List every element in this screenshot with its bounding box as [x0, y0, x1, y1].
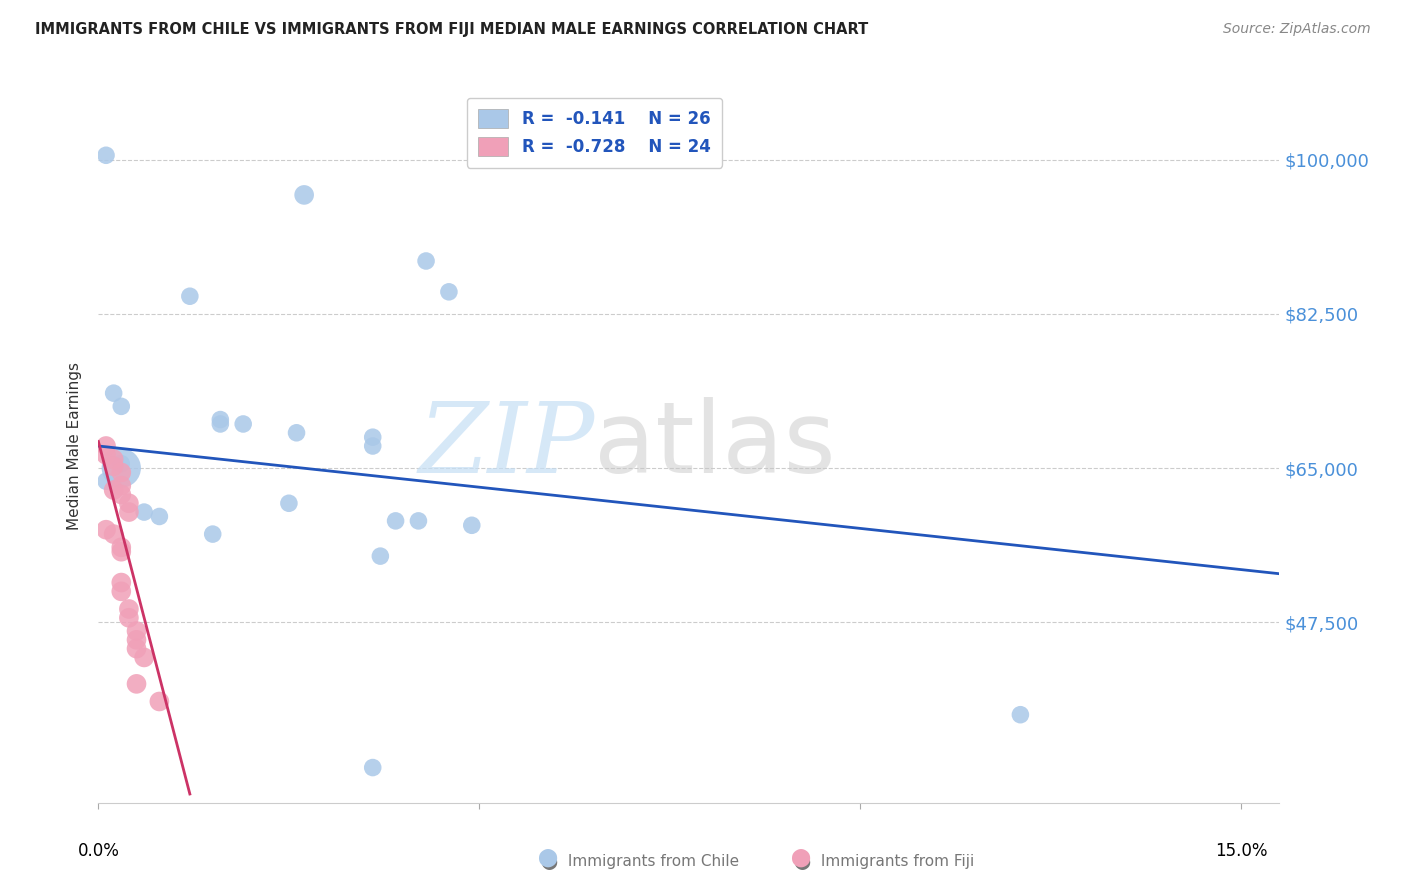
- Point: [292, 188, 315, 202]
- Point: [94, 148, 117, 162]
- Point: [125, 641, 148, 656]
- Point: [118, 602, 141, 616]
- Point: [103, 527, 125, 541]
- Point: [285, 425, 308, 440]
- Point: [277, 496, 299, 510]
- Point: [110, 466, 132, 480]
- Point: [361, 430, 384, 444]
- Point: [201, 527, 224, 541]
- Text: IMMIGRANTS FROM CHILE VS IMMIGRANTS FROM FIJI MEDIAN MALE EARNINGS CORRELATION C: IMMIGRANTS FROM CHILE VS IMMIGRANTS FROM…: [35, 22, 869, 37]
- Text: ⬤  Immigrants from Chile: ⬤ Immigrants from Chile: [541, 854, 740, 870]
- Point: [437, 285, 460, 299]
- Point: [415, 254, 437, 268]
- Point: [110, 487, 132, 501]
- Point: [408, 514, 430, 528]
- Point: [1010, 707, 1032, 722]
- Point: [118, 496, 141, 510]
- Text: ⬤  Immigrants from Fiji: ⬤ Immigrants from Fiji: [794, 854, 974, 870]
- Point: [94, 439, 117, 453]
- Text: ⬤: ⬤: [790, 848, 810, 867]
- Point: [125, 632, 148, 647]
- Point: [370, 549, 392, 563]
- Point: [94, 475, 117, 489]
- Point: [110, 457, 132, 471]
- Point: [209, 417, 232, 431]
- Point: [361, 760, 384, 774]
- Point: [103, 452, 125, 467]
- Point: [110, 478, 132, 492]
- Point: [110, 545, 132, 559]
- Text: atlas: atlas: [595, 398, 837, 494]
- Point: [103, 386, 125, 401]
- Text: ⬤: ⬤: [537, 848, 557, 867]
- Point: [461, 518, 484, 533]
- Point: [103, 483, 125, 497]
- Point: [125, 624, 148, 638]
- Point: [110, 400, 132, 414]
- Point: [118, 611, 141, 625]
- Point: [148, 694, 170, 708]
- Point: [110, 575, 132, 590]
- Point: [110, 584, 132, 599]
- Text: ZIP: ZIP: [418, 399, 595, 493]
- Text: 15.0%: 15.0%: [1215, 842, 1268, 861]
- Point: [118, 505, 141, 519]
- Point: [361, 439, 384, 453]
- Point: [179, 289, 201, 303]
- Y-axis label: Median Male Earnings: Median Male Earnings: [67, 362, 83, 530]
- Point: [103, 459, 125, 474]
- Point: [134, 505, 156, 519]
- Point: [94, 523, 117, 537]
- Point: [134, 650, 156, 665]
- Point: [232, 417, 254, 431]
- Point: [94, 448, 117, 462]
- Point: [125, 677, 148, 691]
- Legend: R =  -0.141    N = 26, R =  -0.728    N = 24: R = -0.141 N = 26, R = -0.728 N = 24: [467, 97, 723, 168]
- Text: 0.0%: 0.0%: [77, 842, 120, 861]
- Point: [110, 461, 132, 475]
- Point: [209, 412, 232, 426]
- Text: Source: ZipAtlas.com: Source: ZipAtlas.com: [1223, 22, 1371, 37]
- Point: [384, 514, 406, 528]
- Point: [148, 509, 170, 524]
- Point: [110, 541, 132, 555]
